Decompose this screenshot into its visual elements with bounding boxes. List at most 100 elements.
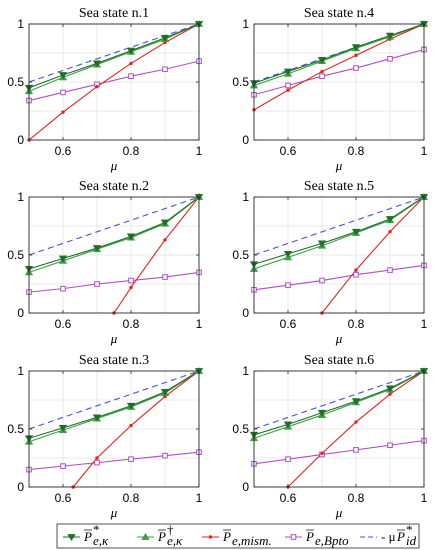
series-line-p_dagger <box>29 370 199 443</box>
chart-title: Sea state n.5 <box>304 179 374 194</box>
x-tick-label: 0.6 <box>280 491 297 505</box>
legend-superscript: * <box>93 522 100 537</box>
x-tick-label: 0.8 <box>123 317 140 331</box>
x-tick-label: 0.6 <box>55 144 72 158</box>
data-point-p_bpto <box>60 285 66 292</box>
data-point-p_bpto <box>94 459 100 466</box>
data-point-p_star <box>351 228 361 236</box>
chart-title: Sea state n.3 <box>79 353 149 368</box>
x-tick-label: 0.8 <box>348 144 365 158</box>
series-line-p_mism <box>113 196 199 313</box>
data-point-p_bpto <box>128 456 134 462</box>
y-tick-label: 0.5 <box>7 75 24 89</box>
data-point-p_bpto <box>162 274 168 280</box>
legend-subscript: e,Bpto <box>315 533 349 548</box>
data-point-p_star <box>385 32 395 40</box>
data-point-p_bpto <box>387 442 393 449</box>
legend-symbol: P <box>222 529 231 544</box>
x-tick-label: 1 <box>196 491 203 505</box>
data-point-p_mism <box>320 451 324 456</box>
data-point-p_bpto <box>285 82 291 89</box>
legend-marker <box>141 533 150 540</box>
data-point-p_bpto <box>285 282 291 288</box>
y-tick-label: 1 <box>242 364 249 378</box>
data-point-p_star <box>126 402 136 410</box>
data-point-p_bpto <box>128 73 134 80</box>
legend-marker <box>67 534 76 541</box>
x-tick-label: 1 <box>421 144 428 158</box>
y-tick-label: 0 <box>242 306 249 320</box>
data-point-p_star <box>92 414 102 422</box>
x-tick-label: 0.6 <box>280 317 297 331</box>
x-axis-label: μ <box>110 505 118 520</box>
y-tick-label: 0 <box>17 306 24 320</box>
x-tick-label: 0.6 <box>55 317 72 331</box>
series-line-p_star <box>254 23 424 84</box>
data-point-p_bpto <box>387 56 393 62</box>
chart-panel-1: Sea state n.1 0.6 0.8 1 0 0.5 1 μ <box>7 6 204 173</box>
x-tick-label: 0.6 <box>280 144 297 158</box>
legend-symbol: P <box>83 529 92 544</box>
series-line-p_bpto <box>29 451 199 471</box>
series-group <box>254 23 424 111</box>
data-point-p_star <box>92 60 102 68</box>
data-point-p_bpto <box>60 463 66 469</box>
data-point-p_star <box>58 255 68 263</box>
x-tick-label: 0.8 <box>123 144 140 158</box>
series-line-p_bpto <box>254 48 424 96</box>
data-point-p_star <box>92 245 102 253</box>
chart-title: Sea state n.6 <box>304 353 374 368</box>
legend-item-p_id: - μ P *id <box>360 522 417 548</box>
x-tick-label: 0.8 <box>123 491 140 505</box>
data-point-p_bpto <box>319 277 325 284</box>
data-point-p_star <box>160 388 170 396</box>
data-point-p_bpto <box>285 456 291 462</box>
legend-symbol: P <box>305 529 314 544</box>
series-line-p_mism <box>29 23 199 140</box>
data-point-p_bpto <box>387 267 393 273</box>
series-line-p_star <box>29 196 199 270</box>
data-point-p_star <box>351 44 361 52</box>
legend-subscript: e,mism. <box>232 533 272 548</box>
legend-superscript: * <box>406 522 413 537</box>
legend-symbol: P <box>157 529 166 544</box>
data-point-p_star <box>160 219 170 227</box>
y-tick-label: 1 <box>17 364 24 378</box>
series-line-p_dagger <box>254 370 424 439</box>
data-point-p_mism <box>354 420 358 424</box>
legend-subscript: id <box>406 533 417 548</box>
legend-item-p_star: P *e,κ <box>63 522 109 548</box>
y-tick-label: 0 <box>17 480 24 494</box>
series-line-p_dagger <box>254 23 424 87</box>
series-line-p_dagger <box>29 196 199 273</box>
legend-item-p_dagger: P †e,κ <box>137 522 183 548</box>
data-point-p_mism <box>320 69 324 74</box>
data-point-p_bpto <box>353 447 359 453</box>
chart-panel-6: Sea state n.6 0.6 0.8 1 0 0.5 1 μ <box>232 353 429 520</box>
chart-title: Sea state n.2 <box>79 179 149 194</box>
chart-title: Sea state n.4 <box>304 6 374 21</box>
chart-panel-2: Sea state n.4 0.6 0.8 1 0 0.5 1 μ <box>232 6 429 173</box>
series-group <box>29 23 199 140</box>
y-tick-label: 1 <box>17 190 24 204</box>
series-line-p_dagger <box>29 23 199 92</box>
data-point-p_mism <box>163 238 167 242</box>
x-tick-label: 1 <box>421 317 428 331</box>
x-axis-label: μ <box>335 158 343 173</box>
data-point-p_star <box>385 216 395 224</box>
data-point-p_mism <box>129 61 133 66</box>
y-tick-label: 0.5 <box>232 422 249 436</box>
data-point-p_mism <box>388 392 392 396</box>
data-point-p_star <box>317 240 327 248</box>
data-point-p_star <box>351 398 361 406</box>
data-point-p_mism <box>354 53 358 58</box>
data-point-p_star <box>126 233 136 241</box>
data-point-p_bpto <box>162 66 168 73</box>
data-point-p_star <box>160 35 170 42</box>
y-tick-label: 0.5 <box>7 422 24 436</box>
y-tick-label: 0.5 <box>7 248 24 262</box>
data-point-p_bpto <box>94 281 100 287</box>
